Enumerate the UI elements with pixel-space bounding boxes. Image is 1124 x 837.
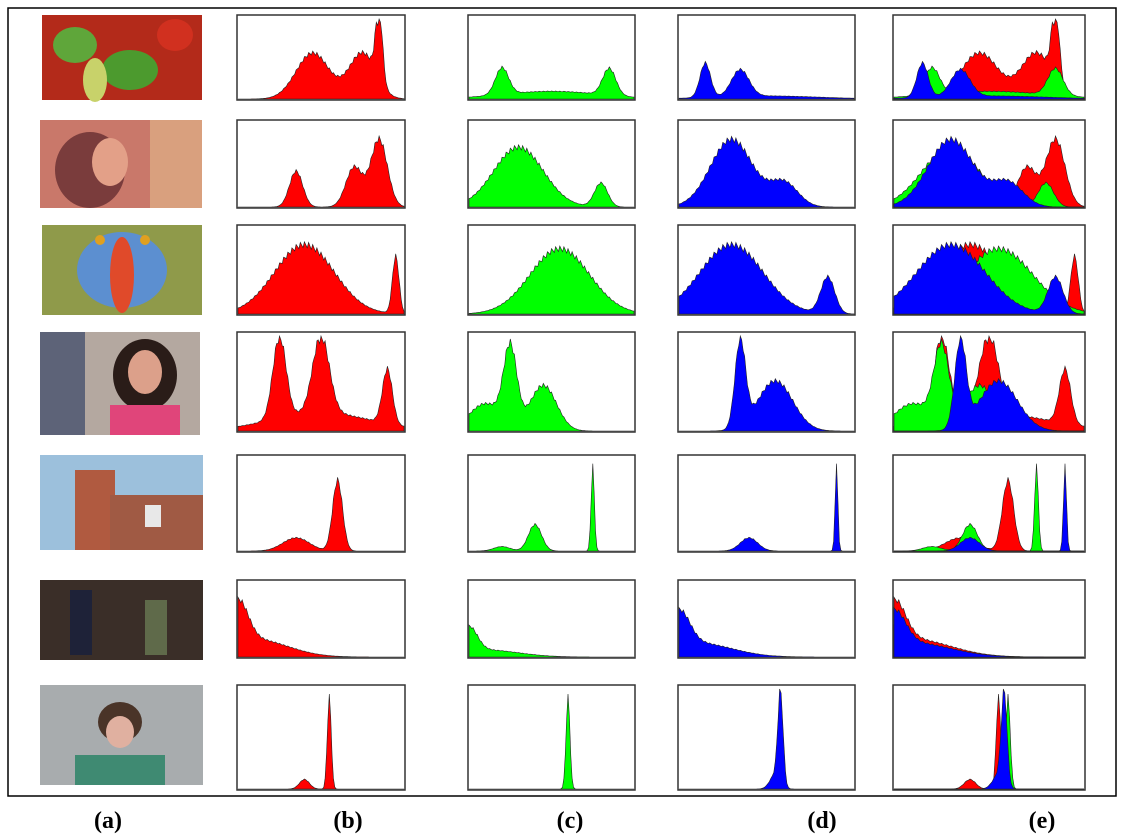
face [92, 138, 128, 186]
shirt [110, 405, 180, 435]
eye [140, 235, 150, 245]
histogram-frame [468, 455, 635, 552]
histogram-frame [678, 685, 855, 790]
panel-label: (b) [333, 808, 362, 834]
histogram-frame [893, 455, 1085, 552]
figure: (a) (b) (c) (d) (e) [0, 0, 1124, 837]
pepper [102, 50, 158, 90]
panel-label: (c) [557, 808, 584, 834]
panel-labels: (a) (b) (c) (d) (e) [94, 808, 1055, 834]
nose [110, 237, 134, 313]
image-room [40, 580, 203, 660]
background [150, 120, 202, 208]
histogram-frame [468, 685, 635, 790]
man [70, 590, 92, 655]
pepper [157, 19, 193, 51]
pepper [53, 27, 97, 63]
panel-label: (e) [1029, 808, 1056, 834]
chimney [75, 470, 115, 550]
woman [145, 600, 167, 655]
histogram-frame [237, 685, 405, 790]
panel-label: (a) [94, 808, 122, 834]
histogram-frame [468, 580, 635, 658]
histogram-frame [893, 685, 1085, 790]
dress [75, 755, 165, 785]
eye [95, 235, 105, 245]
pepper [83, 58, 107, 102]
histogram-frame [237, 455, 405, 552]
face [128, 350, 162, 394]
window [145, 505, 161, 527]
door [40, 332, 85, 435]
thumbnails [40, 15, 203, 785]
histogram-frame [678, 455, 855, 552]
face [106, 716, 134, 748]
panel-label: (d) [807, 808, 836, 834]
